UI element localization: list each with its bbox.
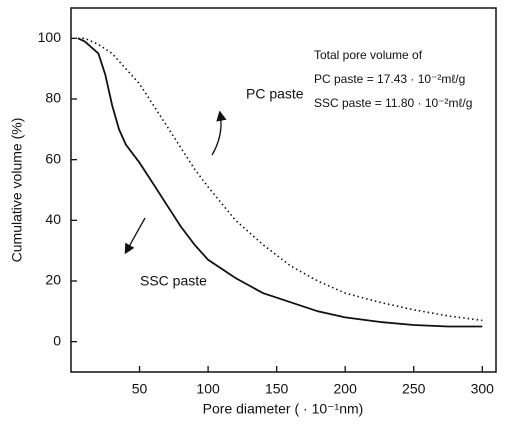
y-tick-label: 40 xyxy=(45,211,61,227)
annotation: SSC paste = 11.80 · 10⁻²mℓ/g xyxy=(314,96,472,110)
annotation: Total pore volume of xyxy=(314,48,423,62)
x-tick-label: 200 xyxy=(334,381,358,397)
series-line xyxy=(77,37,483,322)
arrow xyxy=(211,110,227,156)
x-tick-label: 250 xyxy=(402,381,426,397)
x-tick-label: 100 xyxy=(196,381,220,397)
plot-frame xyxy=(70,7,497,373)
series-line xyxy=(77,37,483,328)
x-tick-label: 50 xyxy=(132,381,148,397)
series-label: SSC paste xyxy=(140,273,207,289)
x-axis-label: Pore diameter ( · 10⁻¹nm) xyxy=(203,401,364,417)
y-tick-label: 60 xyxy=(45,150,61,166)
x-tick-label: 300 xyxy=(471,381,495,397)
y-tick-label: 100 xyxy=(38,29,62,45)
series-label: PC paste xyxy=(246,86,304,102)
arrow xyxy=(124,217,146,255)
y-axis-label: Cumulative volume (%) xyxy=(9,118,25,263)
y-tick-label: 80 xyxy=(45,90,61,106)
y-tick-label: 20 xyxy=(45,272,61,288)
annotation: PC paste = 17.43 · 10⁻²mℓ/g xyxy=(314,72,465,86)
x-tick-label: 150 xyxy=(265,381,289,397)
y-tick-label: 0 xyxy=(53,332,61,348)
